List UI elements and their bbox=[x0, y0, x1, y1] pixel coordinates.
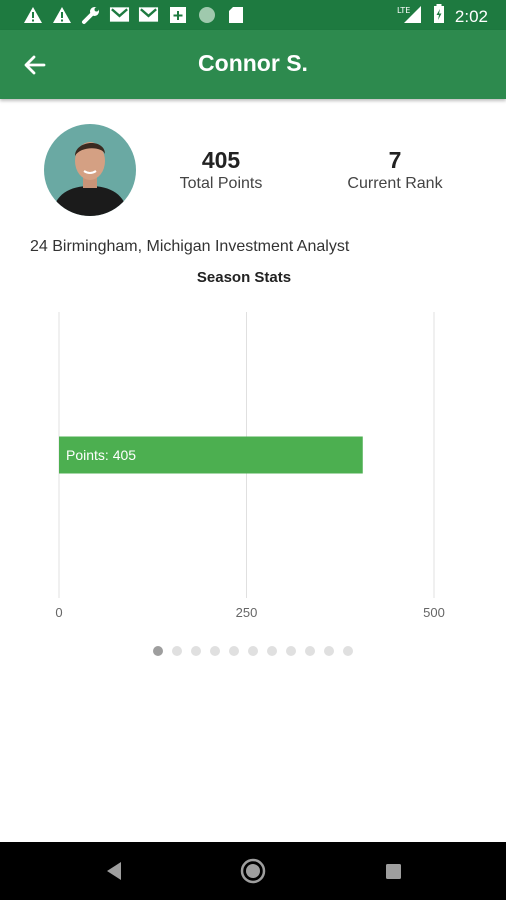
arrow-left-icon bbox=[24, 55, 46, 75]
pager-dot[interactable] bbox=[324, 646, 334, 656]
circle-icon bbox=[196, 5, 217, 24]
square-recents-icon bbox=[386, 864, 401, 879]
avatar-photo bbox=[44, 124, 136, 216]
nav-home-button[interactable] bbox=[238, 856, 268, 886]
page-title: Connor S. bbox=[198, 50, 308, 76]
clock: 2:02 bbox=[454, 6, 488, 26]
pager-dot[interactable] bbox=[267, 646, 277, 656]
total-points-stat: 405 Total Points bbox=[171, 146, 271, 194]
pager-dot[interactable] bbox=[210, 646, 220, 656]
lte-signal-icon: LTE bbox=[397, 4, 423, 29]
current-rank-stat: 7 Current Rank bbox=[340, 146, 450, 194]
navigation-bar bbox=[0, 842, 506, 900]
total-points-label: Total Points bbox=[179, 175, 263, 192]
app-bar: Connor S. bbox=[0, 30, 506, 99]
x-tick-label: 500 bbox=[423, 605, 445, 620]
warning-icon bbox=[51, 5, 72, 24]
pager-dot[interactable] bbox=[172, 646, 182, 656]
triangle-back-icon bbox=[107, 862, 121, 880]
battery-charging-icon bbox=[433, 4, 445, 29]
circle-home-icon bbox=[240, 858, 266, 884]
bar-data-label: Points: 405 bbox=[66, 447, 136, 463]
profile-bio: 24 Birmingham, Michigan Investment Analy… bbox=[30, 238, 350, 255]
season-stats-title: Season Stats bbox=[196, 269, 292, 286]
pager-dot[interactable] bbox=[305, 646, 315, 656]
pager-dot[interactable] bbox=[248, 646, 258, 656]
pager-dot[interactable] bbox=[343, 646, 353, 656]
gmail-icon bbox=[109, 5, 130, 24]
season-stats-chart: 0 250 500 Points: 405 bbox=[55, 312, 445, 620]
lte-label: LTE bbox=[397, 6, 410, 15]
back-button[interactable] bbox=[20, 50, 50, 80]
chart-pager bbox=[0, 646, 506, 656]
nav-back-button[interactable] bbox=[99, 856, 129, 886]
bar bbox=[59, 436, 363, 474]
gmail-icon bbox=[138, 5, 159, 24]
total-points-value: 405 bbox=[201, 147, 241, 173]
wrench-icon bbox=[80, 5, 101, 24]
avatar bbox=[44, 124, 136, 216]
pager-dot[interactable] bbox=[153, 646, 163, 656]
calendar-plus-icon bbox=[167, 5, 188, 24]
current-rank-value: 7 bbox=[388, 147, 402, 173]
x-tick-label: 0 bbox=[55, 605, 62, 620]
warning-icon bbox=[22, 5, 43, 24]
nav-recents-button[interactable] bbox=[378, 856, 408, 886]
pager-dot[interactable] bbox=[286, 646, 296, 656]
status-bar-system: LTE 2:02 bbox=[397, 4, 488, 29]
sd-card-icon bbox=[225, 5, 246, 24]
pager-dot[interactable] bbox=[191, 646, 201, 656]
status-bar: LTE 2:02 bbox=[0, 0, 506, 30]
status-bar-notifications bbox=[22, 5, 246, 24]
x-tick-label: 250 bbox=[236, 605, 258, 620]
pager-dot[interactable] bbox=[229, 646, 239, 656]
current-rank-label: Current Rank bbox=[347, 175, 443, 192]
